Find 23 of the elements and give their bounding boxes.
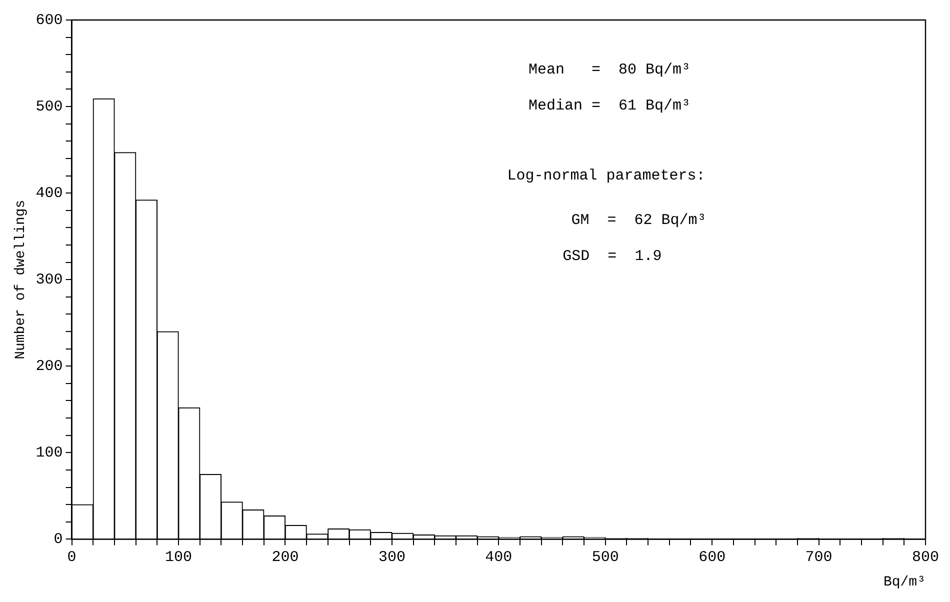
y-tick-label: 100 — [36, 444, 63, 462]
y-tick-label: 300 — [36, 272, 63, 289]
x-tick-label: 300 — [378, 549, 406, 566]
annotation: Median = 61 Bq/m³ — [528, 98, 691, 115]
y-tick-label: 200 — [36, 358, 63, 376]
x-tick-label: 100 — [165, 549, 192, 566]
y-tick-label: 600 — [36, 12, 63, 29]
y-tick-label: 0 — [54, 531, 63, 548]
x-tick-label: 0 — [67, 549, 76, 566]
x-tick-label: 700 — [805, 549, 832, 566]
y-axis-title: Number of dwellings — [13, 200, 30, 360]
y-tick-label: 500 — [36, 98, 63, 116]
annotation: GM = 62 Bq/m³ — [571, 212, 706, 229]
x-axis-title: Bq/m³ — [883, 574, 926, 590]
x-tick-label: 800 — [912, 549, 940, 566]
annotation: Log-normal parameters: — [507, 168, 706, 185]
x-tick-label: 500 — [592, 549, 619, 566]
x-tick-label: 600 — [698, 549, 726, 566]
annotation: Mean = 80 Bq/m³ — [528, 61, 691, 78]
y-tick-label: 400 — [36, 185, 63, 202]
annotation: GSD = 1.9 — [562, 248, 662, 266]
x-tick-label: 200 — [272, 549, 299, 566]
x-tick-label: 400 — [485, 549, 512, 566]
